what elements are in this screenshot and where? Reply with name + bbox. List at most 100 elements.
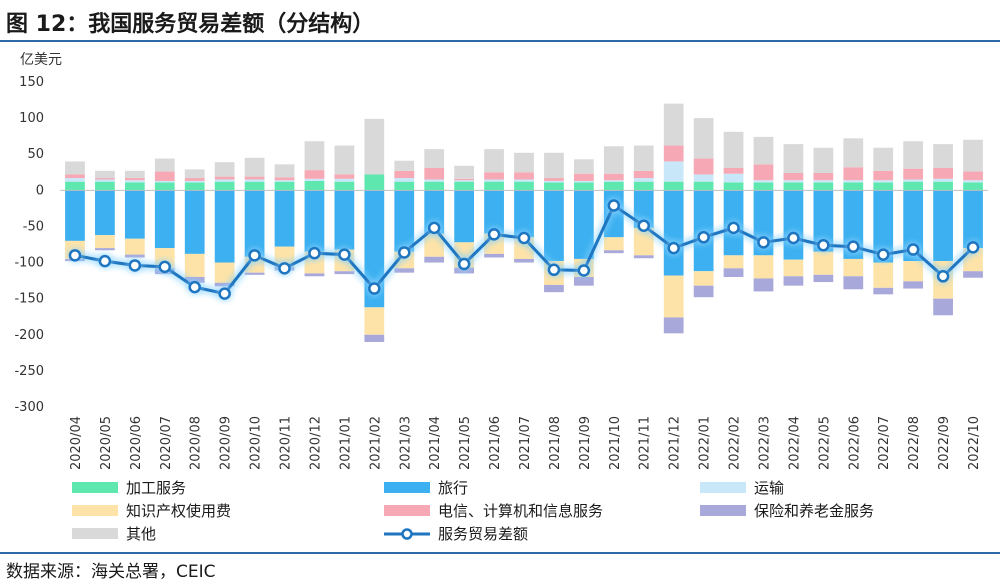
x-tick-label: 2020/10 [249,416,264,470]
bar-segment [544,190,564,262]
bar-segment [813,147,834,173]
bar-segment [65,181,85,191]
bar-segment [933,144,953,168]
bar-segment [274,181,295,191]
bar-segment [424,181,445,191]
bar-segment [723,182,744,191]
bar-segment [873,182,894,191]
bar-segment [843,167,864,181]
bar-segment [124,182,145,191]
x-tick-label: 2021/10 [608,416,623,470]
bar-segment [933,181,953,191]
balance-point [697,231,710,244]
balance-point [218,287,231,300]
legend-label: 知识产权使用费 [126,502,231,520]
legend-label: 其他 [126,525,156,543]
bar-segment [304,190,325,252]
bar-segment [663,317,684,334]
bar-segment [544,152,564,179]
bar-segment [154,158,175,172]
bar-segment [753,255,774,279]
bar-segment [454,180,475,182]
legend-label: 服务贸易差额 [438,525,528,543]
x-tick-label: 2021/12 [668,416,683,470]
bar-segment [873,180,894,183]
bar-segment [813,182,834,191]
bar-segment [603,181,624,191]
balance-point [757,236,770,249]
bar-segment [274,177,295,181]
bar-segment [963,190,983,249]
bar-segment [514,172,534,180]
bar-segment [304,178,325,181]
bar-segment [663,181,684,191]
x-tick-label: 2020/05 [99,416,114,470]
series-电信、计算机和信息服务 [65,145,983,181]
bar-segment [603,180,624,182]
bar-segment [95,178,115,180]
bar-segment [903,168,924,180]
x-tick-label: 2021/02 [368,416,383,470]
balance-point [248,249,261,262]
bar-segment [753,182,774,191]
balance-point [427,221,441,235]
balance-point [787,231,800,245]
bar-segment [843,180,864,183]
x-tick-label: 2020/04 [69,416,84,470]
bar-segment [334,145,355,175]
bar-segment [663,161,684,182]
bar-segment [963,271,983,278]
x-tick-label: 2020/12 [308,416,323,470]
plot-area: 150 100 50 0 -50 -100 -150 -200 -250 -300 2020/04 2… [14,75,988,470]
bar-segment [633,170,654,179]
bar-segment [214,190,235,263]
x-tick-label: 2022/02 [728,416,743,470]
bar-segment [663,145,684,162]
bar-segment [244,181,265,191]
bar-segment [603,250,624,254]
bar-segment [184,182,205,191]
bar-segment [514,258,534,263]
x-tick-label: 2022/07 [877,416,892,470]
bar-segment [334,178,355,182]
bar-segment [843,276,864,290]
bar-segment [244,176,265,180]
bar-segment [214,176,235,180]
bar-segment [963,139,983,172]
bar-segment [244,179,265,182]
bar-segment [154,182,175,191]
bar-segment [603,146,624,174]
y-tick-label: -250 [14,364,44,379]
balance-point [457,257,471,271]
bar-segment [663,275,684,318]
bar-segment [903,141,924,169]
x-tick-label: 2022/05 [817,416,832,470]
bar-segment [903,281,924,289]
balance-point [906,243,920,256]
bar-segment [573,159,594,174]
balance-point [368,282,381,295]
x-tick-label: 2022/06 [847,416,862,470]
bar-segment [65,190,85,241]
balance-point [577,264,591,277]
bar-segment [334,181,355,191]
x-tick-label: 2020/08 [189,416,204,470]
balance-point [847,240,860,253]
bar-segment [154,190,175,249]
bar-segment [274,180,295,182]
bar-segment [813,274,834,283]
bar-segment [903,179,924,182]
legend-swatch [72,528,118,539]
bar-segment [154,180,175,183]
x-tick-label: 2021/11 [638,416,653,470]
legend-swatch [700,505,746,516]
bar-segment [95,248,115,251]
bar-segment [723,167,744,174]
bar-segment [843,258,864,277]
legend-swatch [384,482,430,493]
bar-segment [514,152,534,173]
bar-segment [514,190,534,238]
y-tick-label: -100 [14,256,44,271]
bar-segment [394,170,415,179]
x-tick-label: 2022/10 [967,416,982,470]
